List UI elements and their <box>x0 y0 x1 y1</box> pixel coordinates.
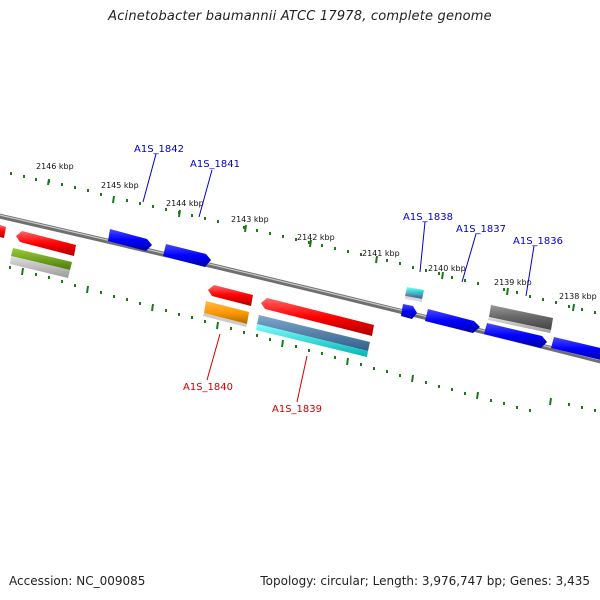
gene-label-a1s-1841[interactable]: A1S_1841 <box>190 159 240 170</box>
outer-tick-ring <box>10 172 596 314</box>
gene-arrow[interactable] <box>489 305 553 330</box>
gene-arrow[interactable] <box>256 324 368 357</box>
map-title: Acinetobacter baumannii ATCC 17978, comp… <box>108 9 492 24</box>
gene-arrow[interactable] <box>208 285 253 306</box>
kbp-label: 2143 kbp <box>231 215 269 224</box>
kbp-label: 2141 kbp <box>362 249 400 258</box>
gene-arrow[interactable] <box>10 256 70 278</box>
kbp-label: 2140 kbp <box>428 264 466 273</box>
accession-text: Accession: NC_009085 <box>9 574 146 588</box>
gene-arrow[interactable] <box>203 313 247 327</box>
kbp-label: 2138 kbp <box>559 292 597 301</box>
gene-arrow[interactable] <box>257 315 370 351</box>
gene-arrow[interactable] <box>405 292 423 299</box>
gene-arrow[interactable] <box>16 231 76 256</box>
gene-arrow[interactable] <box>261 298 374 336</box>
reverse-strand-features <box>10 248 370 357</box>
gene-arrow[interactable] <box>425 309 480 333</box>
gene-arrow[interactable] <box>108 229 152 251</box>
kbp-label: 2142 kbp <box>297 233 335 242</box>
gene-label-a1s-1840[interactable]: A1S_1840 <box>183 382 233 393</box>
gene-arrow[interactable] <box>0 225 6 238</box>
kbp-label: 2139 kbp <box>494 278 532 287</box>
gene-arrow[interactable] <box>484 323 547 348</box>
gene-arrow[interactable] <box>401 304 417 319</box>
gene-arrow[interactable] <box>405 296 422 302</box>
gene-label-a1s-1842[interactable]: A1S_1842 <box>134 144 184 155</box>
outer-major-ticks <box>47 178 575 312</box>
gene-label-a1s-1836[interactable]: A1S_1836 <box>513 236 563 247</box>
forward-strand-features <box>0 225 600 361</box>
label-leaders <box>142 153 535 403</box>
gene-label-a1s-1837[interactable]: A1S_1837 <box>456 224 506 235</box>
kbp-label: 2145 kbp <box>101 181 139 190</box>
inner-tick-ring <box>9 266 596 412</box>
gene-arrow[interactable] <box>11 248 72 270</box>
gene-arrow[interactable] <box>204 301 249 324</box>
gene-arrow[interactable] <box>163 244 211 267</box>
genome-summary-text: Topology: circular; Length: 3,976,747 bp… <box>260 574 590 588</box>
inner-major-ticks <box>21 267 552 406</box>
kbp-label: 2146 kbp <box>36 162 74 171</box>
kbp-label: 2144 kbp <box>166 199 204 208</box>
gene-label-a1s-1838[interactable]: A1S_1838 <box>403 212 453 223</box>
gene-arrow[interactable] <box>488 317 551 333</box>
gene-arrow[interactable] <box>551 337 600 361</box>
gene-arrow[interactable] <box>406 287 424 295</box>
gene-label-a1s-1839[interactable]: A1S_1839 <box>272 404 322 415</box>
